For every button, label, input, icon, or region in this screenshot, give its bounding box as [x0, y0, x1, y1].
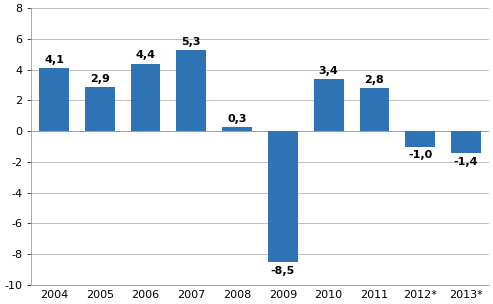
Text: 2,8: 2,8 — [364, 75, 385, 85]
Text: 3,4: 3,4 — [319, 66, 339, 76]
Text: -1,0: -1,0 — [408, 150, 432, 161]
Bar — [451, 131, 481, 153]
Bar — [359, 88, 389, 131]
Text: 2,9: 2,9 — [90, 74, 110, 84]
Bar — [268, 131, 298, 262]
Bar — [405, 131, 435, 147]
Text: 4,4: 4,4 — [136, 50, 156, 60]
Text: 0,3: 0,3 — [227, 113, 247, 123]
Bar — [39, 68, 69, 131]
Bar — [176, 50, 206, 131]
Text: -1,4: -1,4 — [454, 157, 478, 167]
Text: 5,3: 5,3 — [181, 36, 201, 47]
Bar — [314, 79, 344, 131]
Text: -8,5: -8,5 — [271, 266, 295, 276]
Bar — [131, 64, 161, 131]
Bar — [222, 126, 252, 131]
Text: 4,1: 4,1 — [44, 55, 64, 65]
Bar — [85, 87, 115, 131]
